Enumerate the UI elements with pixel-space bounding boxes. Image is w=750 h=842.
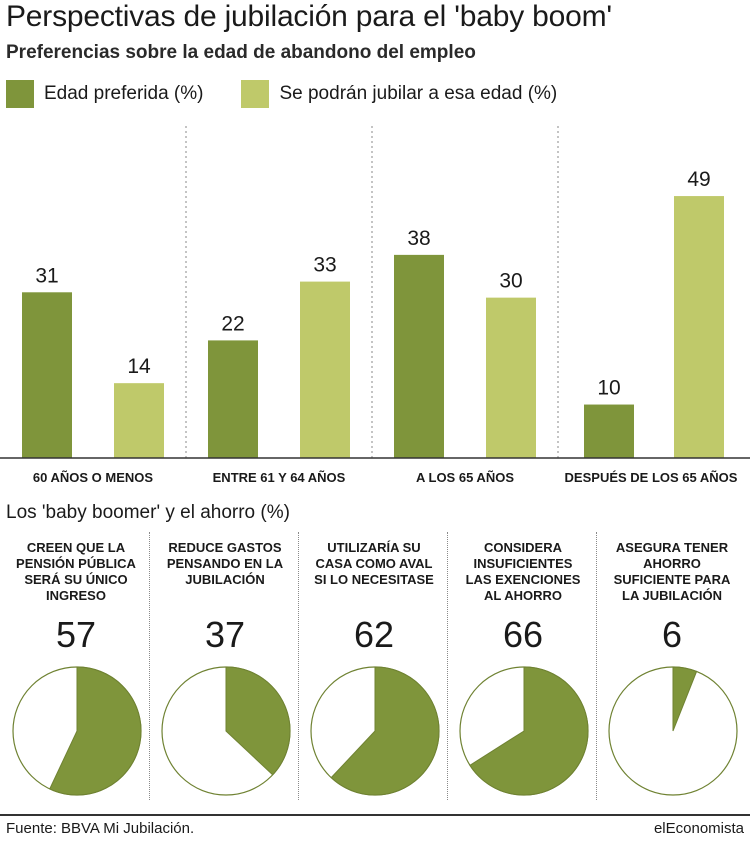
- pie-item: CONSIDERA INSUFICIENTES LAS EXENCIONES AL A…: [449, 530, 597, 802]
- pie-label-line: CASA COMO AVAL: [315, 556, 433, 571]
- pie-charts: CREEN QUE LA PENSIÓN PÚBLICA SERÁ SU ÚNICO…: [0, 530, 750, 810]
- pie-label: UTILIZARÍA SU CASA COMO AVAL SI LO NECESIT…: [300, 540, 448, 588]
- category-label: DESPUÉS DE LOS 65 AÑOS: [565, 470, 738, 485]
- pie-divider: [447, 532, 448, 800]
- pie-label: CONSIDERA INSUFICIENTES LAS EXENCIONES AL A…: [449, 540, 597, 604]
- category-label: A LOS 65 AÑOS: [416, 470, 514, 485]
- bar-value-label: 33: [313, 254, 336, 277]
- pie-label-line: PENSANDO EN LA: [166, 556, 284, 571]
- legend-label-actual: Se podrán jubilar a esa edad (%): [279, 83, 558, 104]
- pie-slice: [469, 666, 589, 796]
- pie-value: 57: [55, 614, 97, 655]
- bar-preferred: [584, 404, 634, 458]
- bar-value-label: 14: [127, 355, 151, 378]
- bar-preferred: [22, 292, 72, 458]
- bar-actual: [114, 383, 164, 458]
- pie-item: REDUCE GASTOS PENSANDO EN LA JUBILACIÓN 37: [151, 530, 299, 802]
- bar-actual: [486, 297, 536, 458]
- pie-label-line: REDUCE GASTOS: [168, 540, 282, 555]
- pie-divider: [596, 532, 597, 800]
- legend-item-preferred: Edad preferida (%): [6, 80, 203, 108]
- pie-label-line: SUFICIENTE PARA: [613, 572, 731, 587]
- source-note: Fuente: BBVA Mi Jubilación.: [6, 820, 195, 837]
- pie-slice: [225, 666, 291, 776]
- footer-divider: [0, 814, 750, 816]
- pie-label: ASEGURA TENER AHORRO SUFICIENTE PARA LA JUB…: [598, 540, 746, 604]
- pie-label-line: AL AHORRO: [484, 588, 562, 603]
- legend-swatch-light: [241, 80, 270, 108]
- category-label: 60 AÑOS O MENOS: [33, 470, 153, 485]
- pie-divider: [298, 532, 299, 800]
- bar-chart: 31 14 60 AÑOS O MENOS 22 33 ENTRE 61 Y 64 AÑO…: [0, 126, 750, 485]
- pie-chart: [310, 666, 440, 796]
- pie-label-line: UTILIZARÍA SU: [327, 540, 421, 555]
- pie-divider: [149, 532, 150, 800]
- pie-chart: [608, 666, 738, 796]
- bar-value-label: 10: [597, 377, 620, 400]
- pie-chart: [459, 666, 589, 796]
- pie-item: UTILIZARÍA SU CASA COMO AVAL SI LO NECESIT…: [300, 530, 448, 802]
- pie-slice: [49, 666, 142, 796]
- legend-swatch-dark: [6, 80, 34, 108]
- bar-value-label: 38: [407, 227, 430, 250]
- pie-label-line: SI LO NECESITASE: [314, 572, 434, 587]
- pie-label-line: INSUFICIENTES: [473, 556, 573, 571]
- pie-chart: [12, 666, 142, 796]
- legend: Edad preferida (%) Se podrán jubilar a e…: [6, 80, 595, 108]
- pie-label-line: LAS EXENCIONES: [465, 572, 581, 587]
- pie-label-line: JUBILACIÓN: [185, 572, 265, 587]
- bar-actual: [300, 281, 350, 458]
- pie-label: REDUCE GASTOS PENSANDO EN LA JUBILACIÓN: [151, 540, 299, 588]
- bar-value-label: 49: [687, 168, 710, 191]
- pie-value: 37: [204, 614, 246, 655]
- pie-label-line: CONSIDERA: [483, 540, 562, 555]
- chart-title: Perspectivas de jubilación para el 'baby…: [6, 0, 612, 33]
- pie-label-line: AHORRO: [643, 556, 701, 571]
- pie-label-line: SERÁ SU ÚNICO: [24, 572, 128, 587]
- pie-label-line: CREEN QUE LA: [26, 540, 126, 555]
- category-label: ENTRE 61 Y 64 AÑOS: [213, 470, 346, 485]
- pie-label-line: INGRESO: [46, 588, 106, 603]
- pie-value: 6: [661, 614, 683, 655]
- legend-label-preferred: Edad preferida (%): [44, 83, 204, 104]
- pie-value: 62: [353, 614, 395, 655]
- pie-label-line: ASEGURA TENER: [615, 540, 729, 555]
- bar-value-label: 22: [221, 312, 244, 335]
- pie-label-line: LA JUBILACIÓN: [622, 588, 722, 603]
- pie-slice: [330, 666, 440, 796]
- pie-chart: [161, 666, 291, 796]
- pie-label-line: PENSIÓN PÚBLICA: [16, 556, 136, 571]
- bar-preferred: [208, 340, 258, 458]
- savings-section-title: Los 'baby boomer' y el ahorro (%): [6, 502, 290, 523]
- pie-label: CREEN QUE LA PENSIÓN PÚBLICA SERÁ SU ÚNICO…: [2, 540, 150, 604]
- pie-item: ASEGURA TENER AHORRO SUFICIENTE PARA LA JUB…: [598, 530, 746, 802]
- bar-preferred: [394, 254, 444, 458]
- pie-slice: [672, 666, 698, 732]
- pie-item: CREEN QUE LA PENSIÓN PÚBLICA SERÁ SU ÚNICO…: [2, 530, 150, 802]
- chart-subtitle: Preferencias sobre la edad de abandono d…: [6, 42, 476, 63]
- legend-item-actual: Se podrán jubilar a esa edad (%): [241, 80, 557, 108]
- bar-actual: [674, 196, 724, 458]
- bar-value-label: 31: [35, 264, 58, 287]
- bar-value-label: 30: [499, 270, 522, 293]
- pie-value: 66: [502, 614, 544, 655]
- brand-name: elEconomista: [653, 820, 744, 837]
